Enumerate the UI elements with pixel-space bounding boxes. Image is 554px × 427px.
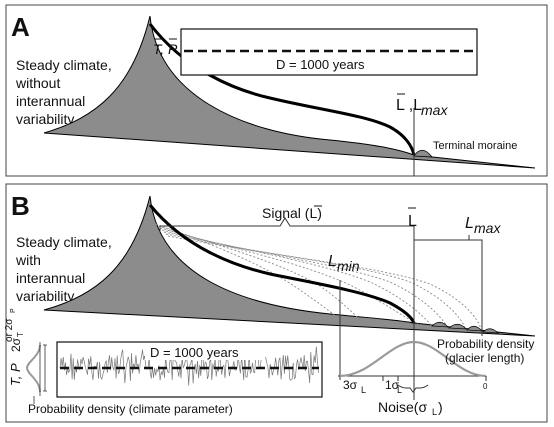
panel-b-lbar-label: L (408, 213, 417, 230)
zero-tick-label: 0 (483, 382, 488, 391)
dotted-profile (157, 225, 361, 321)
noise-label: Noise(σ (378, 399, 427, 415)
panel-a-inset-ylabel: T, P (153, 41, 178, 57)
panel-b-description: Steady climate, with interannual variabi… (15, 234, 112, 304)
panel-b-moraines (431, 321, 499, 334)
dotted-profile (163, 231, 449, 329)
panel-a-glacier-bed (43, 15, 536, 169)
dotted-profile (159, 227, 419, 325)
noise-label-close: ) (438, 399, 443, 415)
panel-b-inset-ylabel: T, P (8, 363, 23, 386)
sigma-t-label: 2σ (9, 337, 23, 352)
climate-density-curve (25, 344, 41, 393)
panel-a-letter: A (11, 12, 30, 42)
sigma-p-sub: P (10, 308, 17, 313)
one-sigma-sub: L (397, 385, 402, 395)
panel-b-lmax-line (468, 235, 483, 336)
panel-b-signal-label: Signal (L) (262, 205, 322, 221)
three-sigma-label: 3σ (343, 378, 358, 392)
panel-b-signal-bracket (159, 217, 415, 232)
three-sigma-sub: L (361, 385, 366, 395)
panel-b-desc-line-1: Steady climate, (16, 234, 112, 250)
panel-a-description: Steady climate, without interannual vari… (15, 57, 112, 127)
moraine-bump (482, 328, 499, 334)
dotted-profile (165, 233, 467, 331)
panel-b-climate-inset: D = 1000 years (56, 341, 323, 398)
panel-b-glacier-density (338, 340, 487, 393)
panel-b-lmin-label: L (328, 253, 337, 270)
dotted-profile (155, 223, 341, 321)
panel-a-terminal-moraine (413, 149, 433, 158)
glacier-density-label-1: Probability density (437, 337, 534, 351)
inset-label-background (145, 346, 265, 360)
panel-b-frame (5, 183, 548, 423)
panel-a-frame (5, 4, 548, 177)
panel-b-variable-profiles (155, 223, 483, 333)
panel-b-glacier-bed (43, 195, 536, 337)
panel-a-moraine-label: Terminal moraine (433, 140, 517, 152)
moraine-bump (448, 323, 467, 330)
noise-label-sub: L (432, 407, 437, 417)
panel-b-inset-duration: D = 1000 years (150, 345, 239, 360)
one-sigma-label: 1σ (385, 378, 400, 392)
panel-b-climate-density (25, 342, 47, 396)
panel-b-lmin-sub: min (337, 258, 360, 274)
panel-b-lmax-label: L (465, 215, 474, 232)
climate-density-label: Probability density (climate parameter) (28, 402, 233, 416)
glacier-density-label-2: (glacier length) (445, 351, 524, 365)
panel-a-climate-inset: T, P D = 1000 years (153, 28, 478, 76)
sigma-p-label: or 2σ (4, 318, 15, 342)
panel-a-desc-line-3: interannual (16, 93, 85, 109)
sigma-t-sub: T (16, 332, 25, 337)
panel-b-desc-line-3: interannual (16, 270, 85, 286)
panel-b-lmax-sub: max (474, 220, 501, 236)
panel-a-desc-line-1: Steady climate, (16, 57, 112, 73)
noise-brace (397, 384, 429, 393)
dotted-profile (161, 229, 433, 327)
moraine-bump (466, 325, 483, 332)
panel-a-desc-line-4: variability (16, 111, 74, 127)
panel-b-desc-line-4: variability (16, 288, 74, 304)
dotted-profile (167, 235, 483, 333)
panel-a-terminus-sub: max (421, 102, 448, 118)
moraine-bump (431, 321, 449, 328)
glacier-density-curve (339, 340, 487, 378)
panel-b-letter: B (11, 191, 30, 221)
panel-a-desc-line-2: without (15, 75, 60, 91)
interannual-climate-series (59, 346, 319, 386)
panel-b-ice-profile (148, 204, 416, 324)
panel-a-inset-duration: D = 1000 years (276, 57, 365, 72)
panel-a-terminus-label: L ,L (396, 97, 422, 114)
panel-b-desc-line-2: with (15, 252, 41, 268)
